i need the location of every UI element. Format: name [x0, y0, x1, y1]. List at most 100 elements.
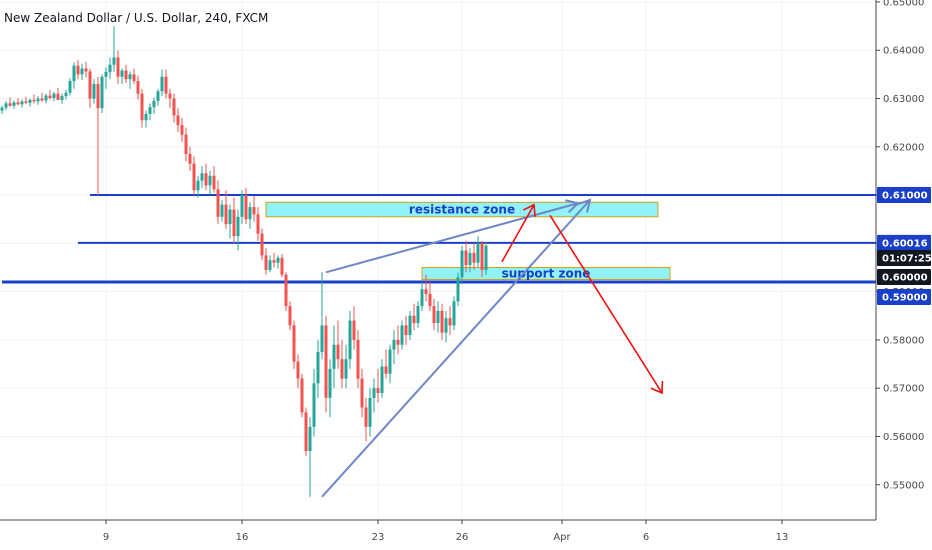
candle-body: [252, 207, 256, 215]
trendline: [321, 199, 591, 498]
candle-body: [392, 339, 396, 350]
candle-body: [72, 65, 76, 82]
candle-body: [236, 216, 240, 237]
y-tick-label: 0.58000: [883, 335, 924, 346]
zone-rect: [265, 201, 659, 218]
candle-body: [104, 71, 108, 77]
candle-body: [56, 93, 60, 100]
candle-body: [360, 378, 364, 408]
price-badge: [877, 269, 931, 285]
candle-body: [276, 257, 280, 263]
candle-body: [340, 359, 344, 379]
chart-title: New Zealand Dollar / U.S. Dollar, 240, F…: [4, 11, 268, 25]
candle-body: [84, 68, 88, 72]
candle-body: [116, 57, 120, 77]
candle-body: [28, 99, 32, 103]
price-zones: resistance zone support zone: [265, 201, 671, 281]
candle-body: [248, 207, 252, 220]
candle-body: [476, 243, 480, 263]
candle-body: [244, 195, 248, 220]
candle-body: [64, 92, 68, 97]
x-tick-label: 23: [372, 532, 385, 543]
candle-body: [420, 289, 424, 307]
y-tick-label: 0.55000: [883, 480, 924, 491]
candle-body: [272, 260, 276, 263]
candle-body: [216, 189, 220, 217]
arrow-line: [549, 214, 663, 394]
candle-body: [92, 84, 96, 99]
candle-body: [400, 325, 404, 345]
candle-body: [212, 175, 216, 190]
candle-body: [260, 233, 264, 256]
y-tick-label: 0.62000: [883, 142, 924, 153]
candle-body: [128, 74, 132, 80]
candle-body: [468, 252, 472, 266]
price-badge: [877, 250, 931, 266]
x-tick-label: 9: [103, 532, 109, 543]
trendlines: [321, 198, 592, 498]
candle-body: [292, 325, 296, 362]
candle-body: [264, 255, 268, 270]
candle-body: [284, 274, 288, 307]
candle-body: [40, 98, 44, 101]
candle-body: [344, 359, 348, 379]
candle-body: [184, 134, 188, 155]
candle-body: [144, 113, 148, 121]
candle-body: [452, 301, 456, 326]
candle-body: [444, 318, 448, 333]
candle-body: [412, 315, 416, 324]
candle-body: [108, 64, 112, 72]
candle-body: [288, 306, 292, 326]
candle-body: [296, 361, 300, 379]
candle-body: [324, 325, 328, 398]
price-badges: 0.61000 0.60016 01:07:25 0.60000 0.59000: [877, 187, 932, 305]
candle-body: [224, 204, 228, 225]
y-tick-label: 0.57000: [883, 384, 924, 395]
x-tick-label: Apr: [553, 532, 571, 543]
candle-body: [196, 180, 200, 191]
candle-body: [464, 250, 468, 266]
candle-body: [312, 383, 316, 427]
candle-body: [408, 315, 412, 336]
candle-body: [192, 163, 196, 191]
price-badge-label: 0.59000: [882, 293, 928, 304]
candle-body: [24, 101, 28, 103]
x-tick-label: 26: [456, 532, 469, 543]
candle-body: [180, 125, 184, 135]
candle-body: [348, 320, 352, 360]
zone-label: support zone: [502, 267, 591, 281]
horizontal-levels: [2, 194, 876, 284]
zone-rect: [421, 266, 671, 281]
candle-body: [280, 257, 284, 275]
candle-body: [356, 339, 360, 379]
price-badge-label: 0.60016: [882, 238, 928, 249]
candle-body: [332, 344, 336, 369]
candle-body: [448, 318, 452, 326]
candle-body: [304, 412, 308, 451]
candle-body: [380, 366, 384, 394]
candle-body: [140, 93, 144, 121]
candle-body: [88, 71, 92, 99]
candle-body: [440, 310, 444, 333]
candle-body: [388, 349, 392, 374]
candle-body: [168, 93, 172, 99]
candle-body: [60, 96, 64, 100]
time-axis[interactable]: 9 16 23 26 Apr 6 13: [103, 520, 789, 543]
candle-body: [384, 366, 388, 374]
candle-body: [172, 98, 176, 116]
candle-body: [16, 102, 20, 105]
candle-body: [136, 81, 140, 94]
candle-body: [156, 91, 160, 101]
candle-body: [352, 320, 356, 340]
candle-body: [396, 339, 400, 345]
candle-body: [256, 214, 260, 234]
candle-body: [52, 93, 56, 99]
candle-body: [328, 368, 332, 398]
candle-body: [424, 289, 428, 295]
candle-body: [36, 98, 40, 102]
zone-label: resistance zone: [409, 203, 515, 217]
candle-body: [44, 95, 48, 101]
candle-body: [376, 388, 380, 394]
candle-body: [176, 115, 180, 126]
